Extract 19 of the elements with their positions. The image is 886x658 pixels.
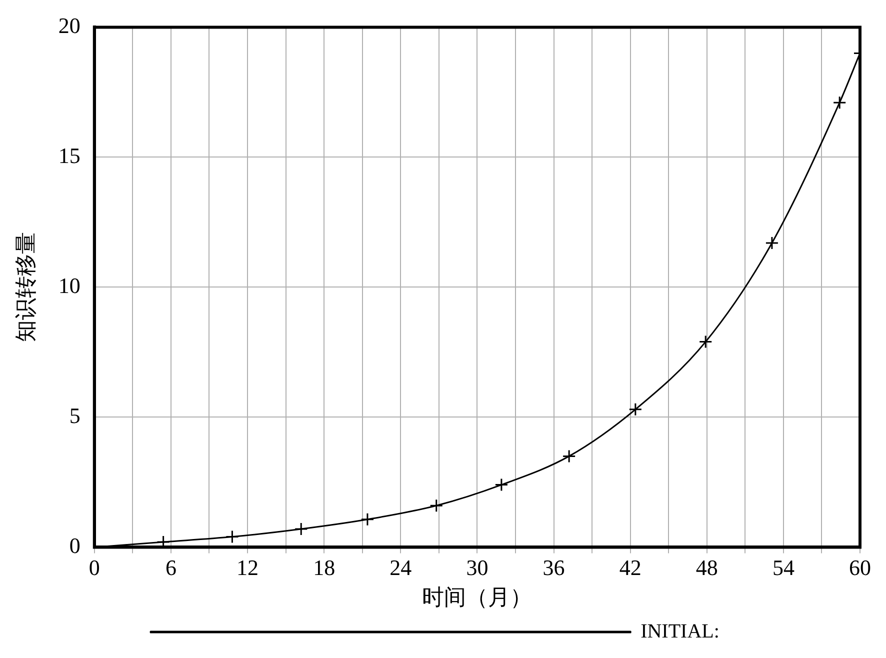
x-tick-label: 30 xyxy=(466,555,488,580)
x-tick-label: 18 xyxy=(313,555,336,580)
x-tick-label: 60 xyxy=(849,555,871,580)
x-tick-label: 48 xyxy=(696,555,718,580)
x-tick-label: 0 xyxy=(88,555,100,580)
x-tick-label: 42 xyxy=(619,555,642,580)
y-axis-title: 知识转移量 xyxy=(14,232,39,342)
y-tick-label: 20 xyxy=(58,12,80,38)
text: INITIAL: xyxy=(640,620,720,642)
y-tick-label: 5 xyxy=(69,402,80,428)
x-tick-label: 12 xyxy=(236,555,259,580)
x-tick-label: 6 xyxy=(165,555,176,580)
x-axis-title: 时间（月） xyxy=(422,586,532,611)
x-tick-label: 36 xyxy=(542,555,565,580)
x-tick-label: 24 xyxy=(390,555,412,580)
y-tick-label: 15 xyxy=(58,142,80,168)
y-tick-label: 10 xyxy=(58,272,80,298)
y-tick-label: 0 xyxy=(69,532,80,558)
x-tick-label: 54 xyxy=(772,555,794,580)
